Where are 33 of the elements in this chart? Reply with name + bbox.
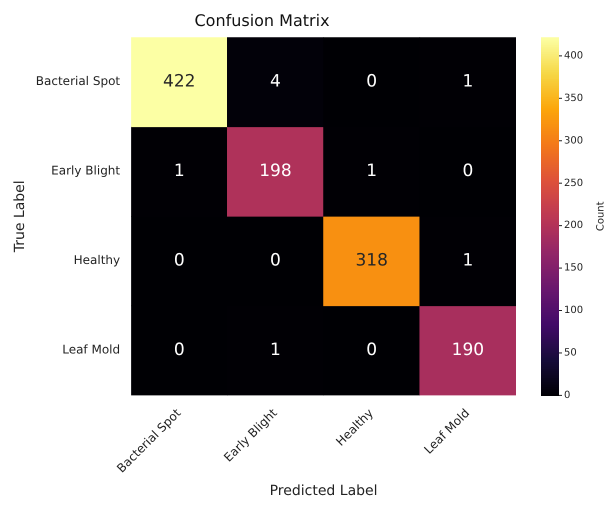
color-bar-label: 300 (564, 135, 584, 146)
color-bar-label: 200 (564, 220, 584, 232)
color-bar-title: Count (596, 201, 607, 232)
data-label: 190 (452, 340, 484, 360)
data-label: 0 (174, 250, 185, 270)
y-tick-label: Bacterial Spot (36, 74, 120, 88)
data-label: 0 (366, 71, 378, 92)
color-bar-label: 50 (564, 348, 577, 359)
color-bar-label: 150 (564, 262, 584, 274)
color-bar-label: 0 (564, 390, 570, 401)
data-label: 422 (163, 71, 196, 92)
x-axis-title: Predicted Label (270, 483, 378, 500)
data-label: 1 (366, 160, 378, 181)
y-axis-title: True Label (12, 180, 28, 254)
data-label: 318 (355, 250, 388, 270)
data-label: 1 (462, 250, 474, 270)
data-label: 0 (462, 160, 474, 181)
data-label: 198 (259, 160, 292, 181)
y-tick-label: Early Blight (51, 164, 120, 178)
data-label: 1 (270, 340, 281, 360)
y-tick-label: Healthy (74, 253, 120, 268)
data-label: 0 (366, 340, 378, 360)
y-tick-label: Leaf Mold (62, 342, 120, 357)
data-label: 1 (174, 160, 185, 181)
color-bar-label: 400 (564, 50, 584, 62)
data-label: 0 (174, 340, 185, 360)
color-bar-label: 250 (564, 178, 584, 189)
data-label: 4 (270, 71, 281, 92)
data-label: 1 (462, 71, 474, 92)
color-bar-label: 100 (564, 305, 584, 316)
data-label: 0 (270, 250, 281, 270)
chart-title: Confusion Matrix (194, 10, 330, 30)
color-bar-label: 350 (564, 92, 584, 104)
